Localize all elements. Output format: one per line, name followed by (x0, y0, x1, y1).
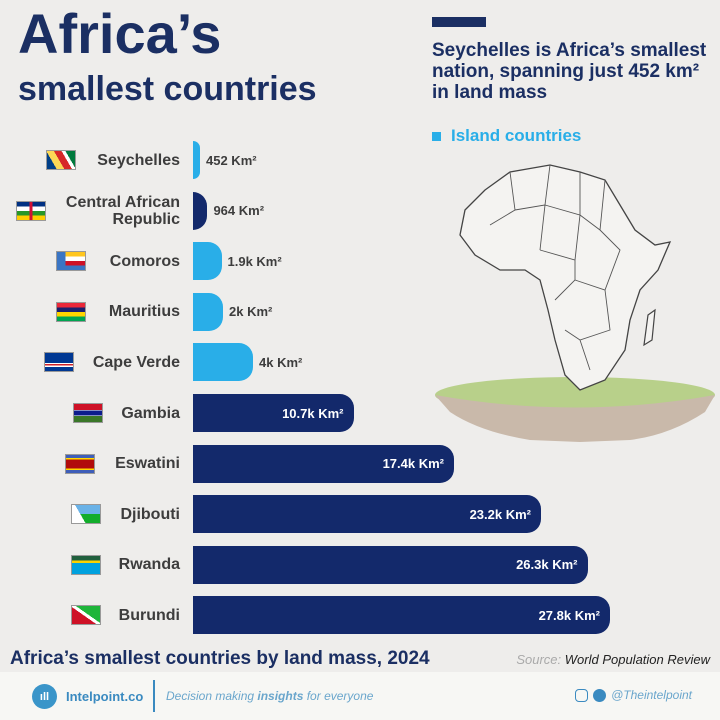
bar[interactable] (193, 596, 610, 635)
social-handle[interactable]: @Theintelpoint (611, 688, 692, 702)
country-label: Gambia (121, 404, 180, 422)
bar[interactable] (193, 394, 354, 432)
value-label: 2k Km² (229, 304, 273, 320)
bar-row: Comoros 1.9k Km² (0, 242, 720, 281)
bar[interactable] (193, 191, 208, 230)
value-label: 17.4k Km² (382, 456, 444, 472)
country-label: Central African Republic (65, 193, 180, 228)
value-label: 26.3k Km² (516, 557, 578, 573)
instagram-icon[interactable] (575, 688, 589, 702)
footer: ıll Intelpoint.co Decision making insigh… (0, 672, 720, 720)
accent-bar (432, 17, 486, 27)
bar-row: Eswatini 17.4k Km² (0, 444, 720, 483)
bar-row: Gambia 10.7k Km² (0, 394, 720, 432)
legend-swatch (432, 131, 441, 141)
country-label: Rwanda (118, 556, 180, 574)
bar[interactable] (193, 292, 223, 331)
bar-row: Burundi 27.8k Km² (0, 596, 720, 635)
value-label: 964 Km² (213, 203, 265, 219)
tagline-post: for everyone (303, 689, 374, 703)
bar-row: Cape Verde 4k Km² (0, 343, 720, 382)
bar-row: Djibouti 23.2k Km² (0, 495, 720, 534)
country-label: Cape Verde (92, 353, 180, 371)
bar[interactable] (193, 495, 541, 534)
value-label: 4k Km² (259, 354, 303, 370)
flag-icon (44, 352, 74, 373)
bar-row: Seychelles 452 Km² (0, 141, 720, 179)
bar[interactable] (193, 444, 454, 483)
page-title: Africa’s smallest countries (18, 2, 317, 108)
source: Source: World Population Review (516, 652, 710, 667)
bar[interactable] (193, 141, 200, 179)
value-label: 27.8k Km² (538, 607, 600, 623)
legend-label: Island countries (451, 126, 582, 145)
flag-icon (56, 301, 86, 322)
source-label: Source: (516, 652, 562, 667)
country-label: Seychelles (97, 151, 180, 169)
country-label: Mauritius (108, 303, 180, 321)
flag-icon (56, 251, 86, 272)
bar[interactable] (193, 545, 588, 584)
intelpoint-logo-icon: ıll (32, 684, 57, 709)
flag-icon (71, 554, 101, 575)
title-line-1: Africa’s (18, 2, 222, 65)
flag-icon (71, 605, 101, 626)
bar-row: Central African Republic 964 Km² (0, 191, 720, 230)
flag-icon (65, 453, 95, 474)
title-line-2: smallest countries (18, 70, 317, 108)
value-label: 10.7k Km² (282, 405, 344, 421)
value-label: 452 Km² (206, 152, 257, 168)
value-label: 23.2k Km² (469, 506, 531, 522)
flag-icon (46, 150, 76, 170)
country-label: Djibouti (120, 505, 180, 523)
footer-divider (153, 680, 155, 712)
africa-map-illustration (435, 164, 715, 442)
country-label: Comoros (109, 252, 180, 270)
country-label: Burundi (118, 606, 180, 624)
value-label: 1.9k Km² (227, 253, 282, 269)
source-value: World Population Review (564, 652, 710, 667)
tagline-bold: insights (257, 689, 304, 703)
bar-row: Mauritius 2k Km² (0, 292, 720, 331)
chart-subtitle: Africa’s smallest countries by land mass… (10, 648, 430, 669)
legend: Island countries (432, 126, 581, 146)
country-label: Eswatini (115, 455, 180, 473)
bar[interactable] (193, 242, 222, 281)
flag-icon (71, 504, 101, 525)
brand-link[interactable]: Intelpoint.co (66, 689, 144, 704)
tagline-pre: Decision making (166, 689, 258, 703)
headline: Seychelles is Africa’s smallest nation, … (432, 40, 707, 103)
facebook-icon[interactable] (593, 688, 607, 702)
social-links: @Theintelpoint (575, 688, 692, 702)
flag-icon (73, 403, 103, 423)
bar[interactable] (193, 343, 253, 382)
bar-row: Rwanda 26.3k Km² (0, 545, 720, 584)
flag-icon (16, 200, 46, 221)
tagline: Decision making insights for everyone (166, 689, 373, 703)
